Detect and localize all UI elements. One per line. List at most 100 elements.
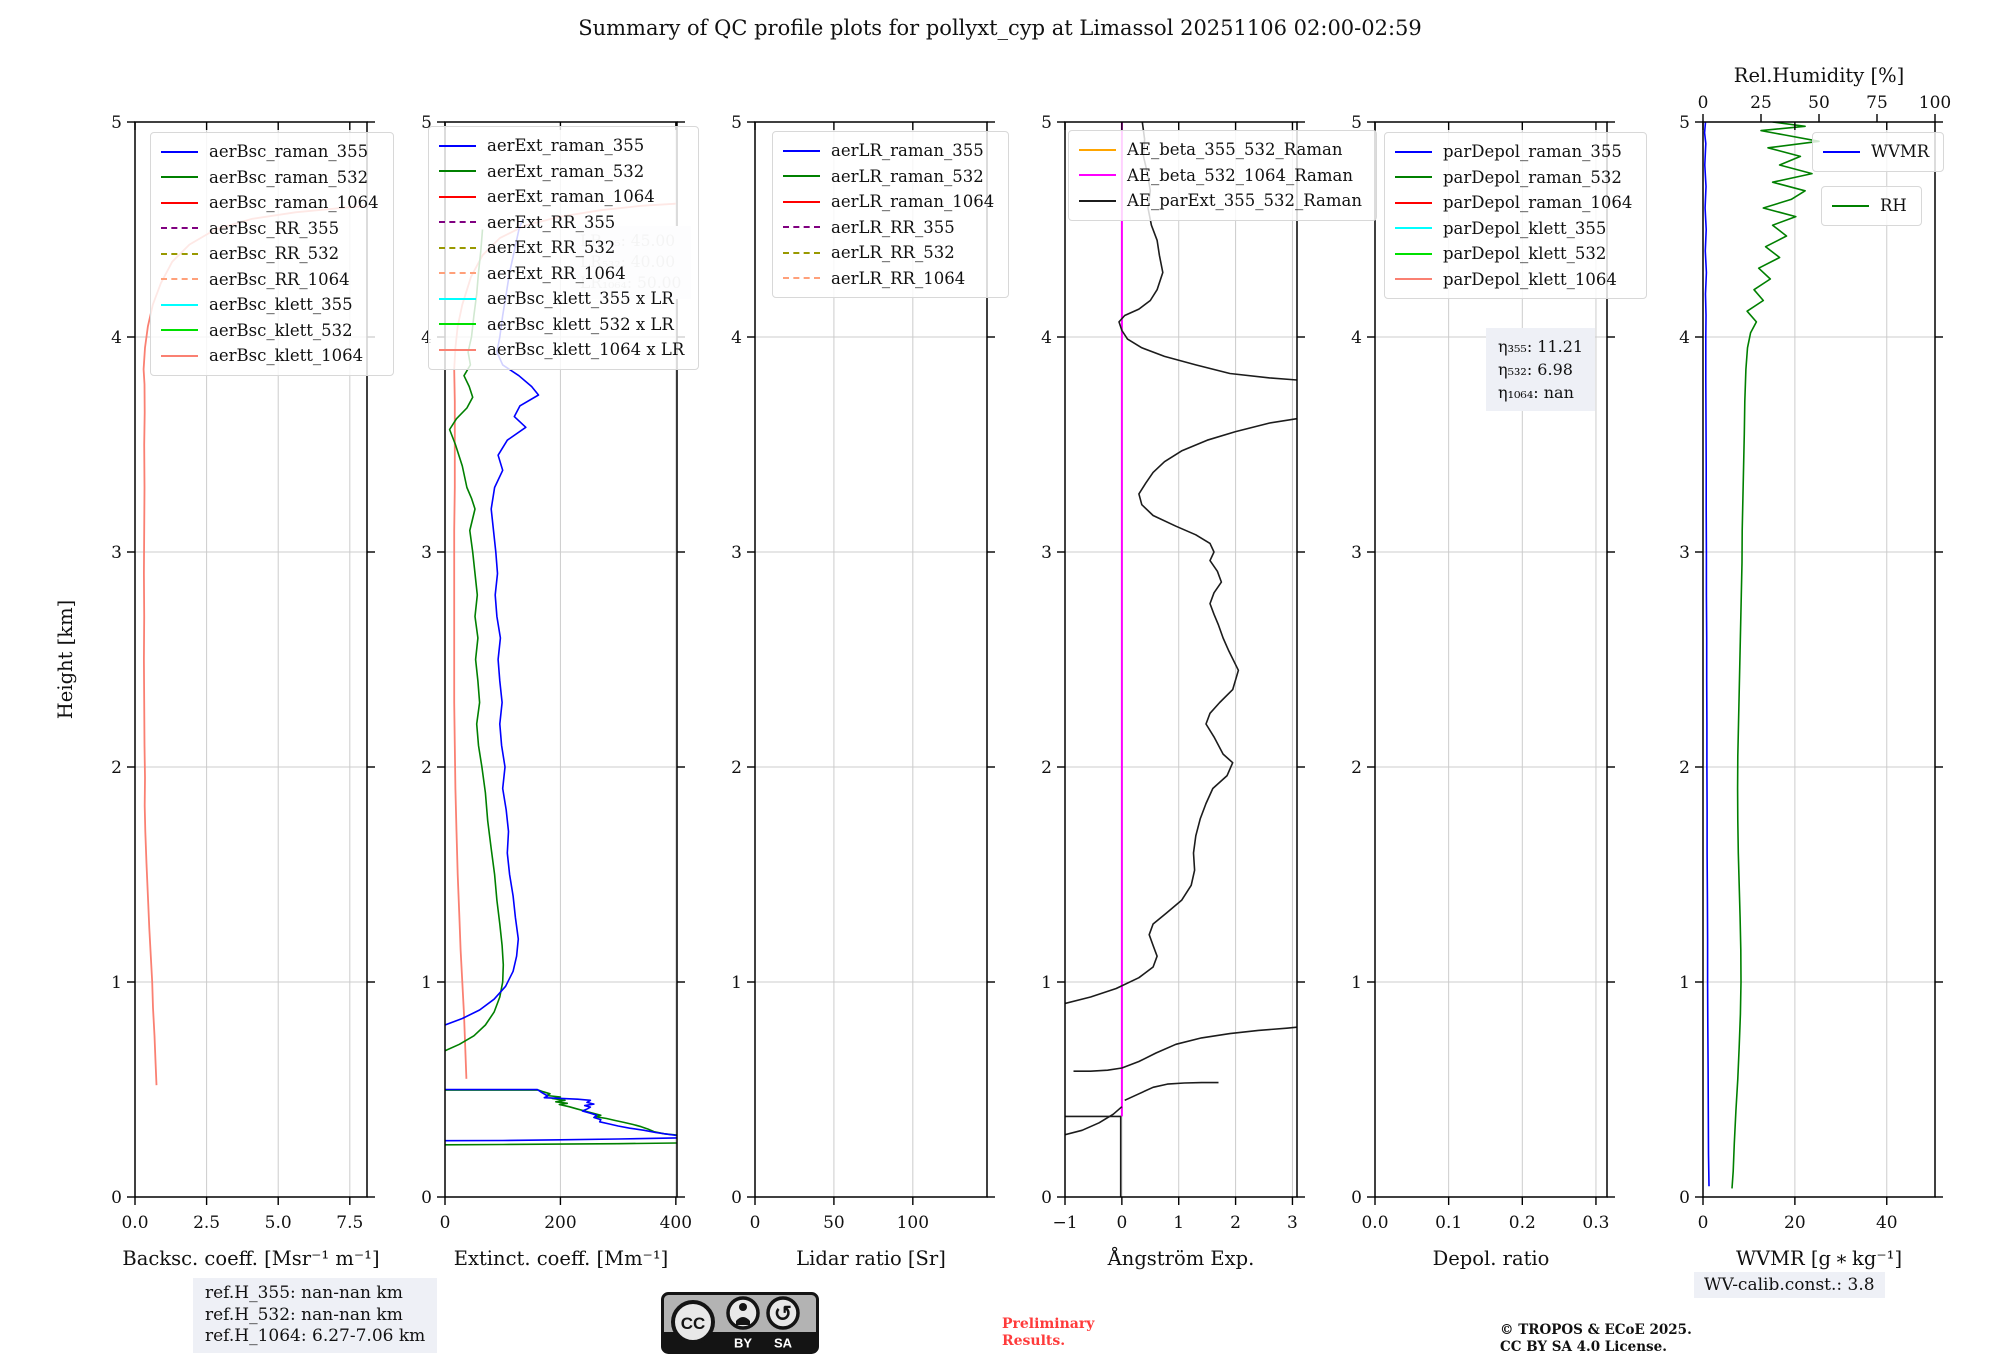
y-tick-label: 2 xyxy=(111,758,122,778)
legend-label: parDepol_klett_355 xyxy=(1443,218,1607,238)
x-axis-label: Ångström Exp. xyxy=(1107,1245,1255,1270)
x-axis-label: Lidar ratio [Sr] xyxy=(796,1247,946,1270)
svg-text:↺: ↺ xyxy=(774,1302,792,1327)
y-tick-label: 0 xyxy=(1351,1188,1362,1208)
series-line-aerExt_raman_532 xyxy=(445,1089,677,1136)
legend-line-sample xyxy=(161,303,198,306)
top-tick-label: 0 xyxy=(1698,93,1709,113)
legend-item: aerBsc_RR_1064 xyxy=(161,267,379,293)
legend-label: aerBsc_klett_532 xyxy=(209,320,353,340)
x-tick-label: 0.0 xyxy=(1361,1213,1388,1233)
legend-line-sample xyxy=(1395,176,1432,179)
legend-label: aerExt_RR_1064 xyxy=(487,263,626,283)
y-tick-label: 3 xyxy=(1041,543,1052,563)
reference-height-box: ref.H_355: nan-nan km ref.H_532: nan-nan… xyxy=(193,1278,438,1353)
cc-license-badge: CC ↺ BY SA xyxy=(661,1292,819,1358)
legend-item: aerBsc_raman_532 xyxy=(161,165,379,191)
x-tick-label: 400 xyxy=(660,1213,692,1233)
x-axis-label: Extinct. coeff. [Mm⁻¹] xyxy=(454,1247,669,1270)
x-tick-label: 0.1 xyxy=(1435,1213,1462,1233)
y-tick-label: 5 xyxy=(421,113,432,133)
legend-label: RH xyxy=(1880,196,1907,216)
legend-line-sample xyxy=(1395,278,1432,281)
legend-line-sample xyxy=(783,277,820,280)
copyright-note: © TROPOS & ECoE 2025. CC BY SA 4.0 Licen… xyxy=(1500,1322,1692,1355)
y-tick-label: 2 xyxy=(731,758,742,778)
x-axis-label: Depol. ratio xyxy=(1433,1247,1550,1270)
legend-line-sample xyxy=(161,227,198,230)
legend-line-sample xyxy=(439,323,476,326)
y-tick-label: 4 xyxy=(1351,328,1362,348)
legend-label: aerExt_RR_532 xyxy=(487,238,616,258)
x-tick-label: 2.5 xyxy=(193,1213,220,1233)
legend-item: WVMR xyxy=(1823,139,1929,165)
series-line-AE_parExt_355_532_Raman xyxy=(1065,1115,1122,1197)
legend-line-sample xyxy=(783,251,820,254)
top-tick-label: 50 xyxy=(1808,93,1830,113)
wv-calibration-box: WV-calib.const.: 3.8 xyxy=(1694,1272,1885,1298)
x-axis-label: Backsc. coeff. [Msr⁻¹ m⁻¹] xyxy=(122,1247,379,1270)
legend-item: aerLR_raman_355 xyxy=(783,138,994,164)
legend-label: aerLR_RR_532 xyxy=(831,243,955,263)
legend-label: aerExt_raman_355 xyxy=(487,136,645,156)
series-angstroem xyxy=(1065,122,1297,1197)
eta-values-box: η₃₅₅: 11.21 η₅₃₂: 6.98 η₁₀₆₄: nan xyxy=(1486,328,1596,411)
y-tick-label: 4 xyxy=(1041,328,1052,348)
legend-angstroem: AE_beta_355_532_Raman AE_beta_532_1064_Ra… xyxy=(1068,130,1377,221)
legend-item: parDepol_raman_532 xyxy=(1395,165,1632,191)
legend-label: aerBsc_klett_1064 xyxy=(209,346,364,366)
x-tick-label: 0 xyxy=(440,1213,451,1233)
x-tick-label: 3 xyxy=(1287,1213,1298,1233)
legend-label: parDepol_raman_355 xyxy=(1443,142,1622,162)
legend-item: aerLR_RR_355 xyxy=(783,215,994,241)
legend-line-sample xyxy=(161,201,198,204)
legend-line-sample xyxy=(1823,150,1860,153)
legend-item: aerExt_RR_532 xyxy=(439,235,684,261)
legend-label: aerBsc_raman_1064 xyxy=(209,193,379,213)
top-tick-label: 75 xyxy=(1866,93,1888,113)
x-tick-label: 200 xyxy=(544,1213,576,1233)
y-tick-label: 5 xyxy=(1351,113,1362,133)
legend-extinction: aerExt_raman_355 aerExt_raman_532 aerExt_r… xyxy=(428,126,700,370)
series-line-aerExt_raman_532 xyxy=(445,229,505,1052)
y-tick-label: 3 xyxy=(421,543,432,563)
y-tick-label: 5 xyxy=(111,113,122,133)
legend-label: aerBsc_raman_532 xyxy=(209,167,369,187)
legend-line-sample xyxy=(161,278,198,281)
y-axis-label: Height [km] xyxy=(54,600,77,719)
x-tick-label: 5.0 xyxy=(265,1213,292,1233)
legend-item: parDepol_klett_1064 xyxy=(1395,267,1632,293)
y-tick-label: 0 xyxy=(111,1188,122,1208)
x-tick-label: 0 xyxy=(1698,1213,1709,1233)
y-tick-label: 4 xyxy=(1679,328,1690,348)
legend-item: aerBsc_klett_532 xyxy=(161,318,379,344)
x-tick-label: 0.2 xyxy=(1509,1213,1536,1233)
legend-wvmr-rh-1: RH xyxy=(1821,186,1922,226)
legend-item: aerBsc_klett_1064 xyxy=(161,343,379,369)
legend-line-sample xyxy=(161,252,198,255)
eta-532-value: η₅₃₂: 6.98 xyxy=(1498,360,1573,379)
y-tick-label: 3 xyxy=(111,543,122,563)
legend-label: aerBsc_klett_355 x LR xyxy=(487,289,674,309)
y-tick-label: 3 xyxy=(731,543,742,563)
cc-badge-graphic: CC ↺ BY SA xyxy=(661,1292,819,1354)
x-tick-label: 0.0 xyxy=(121,1213,148,1233)
legend-wvmr-rh: WVMR xyxy=(1812,132,1945,172)
legend-label: parDepol_klett_532 xyxy=(1443,244,1607,264)
y-tick-label: 1 xyxy=(1351,973,1362,993)
legend-label: AE_beta_532_1064_Raman xyxy=(1127,165,1353,185)
y-tick-label: 4 xyxy=(421,328,432,348)
legend-item: AE_beta_355_532_Raman xyxy=(1079,137,1362,163)
x-tick-label: 40 xyxy=(1876,1213,1898,1233)
y-tick-label: 2 xyxy=(1041,758,1052,778)
y-tick-label: 3 xyxy=(1679,543,1690,563)
legend-item: parDepol_raman_355 xyxy=(1395,139,1632,165)
x-axis-label: WVMR [g ∗ kg⁻¹] xyxy=(1736,1247,1902,1270)
series-line-aerExt_raman_355 xyxy=(445,1088,677,1137)
svg-text:CC: CC xyxy=(681,1314,706,1333)
legend-line-sample xyxy=(161,329,198,332)
series-line-aerExt_raman_532 xyxy=(445,1142,677,1146)
plot-lidar-ratio: 0 50 100 0 1 2 3 4 5 Lidar ratio [Sr] xyxy=(731,113,995,1270)
legend-label: aerLR_raman_355 xyxy=(831,141,984,161)
